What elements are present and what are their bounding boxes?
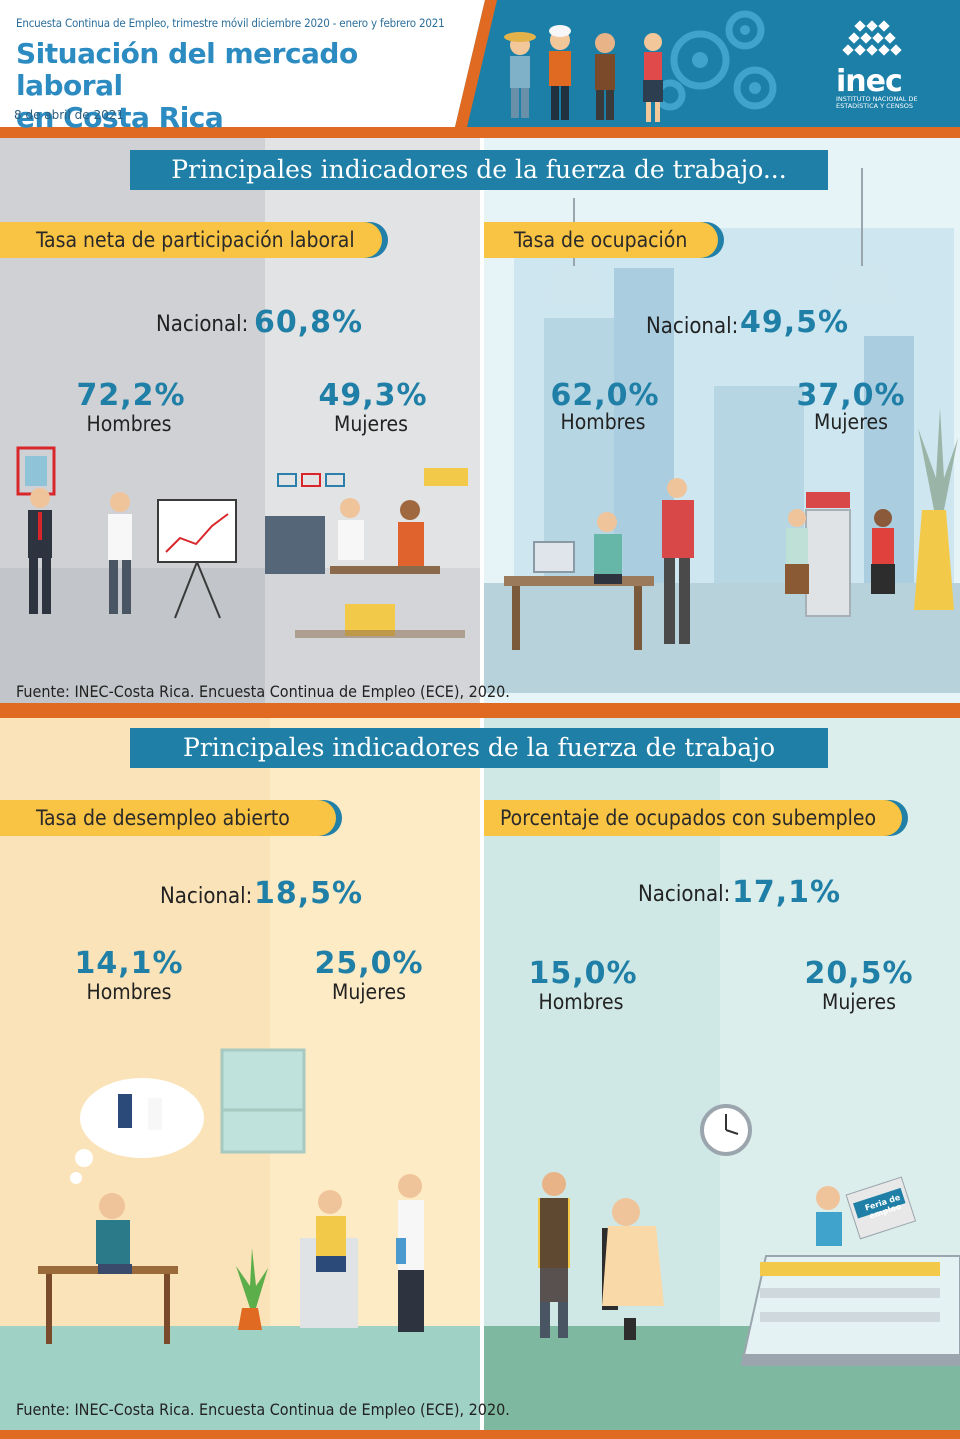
section-divider [0,703,960,718]
occupation-title: Tasa de ocupación [484,222,718,258]
unemployed-people-illustration [0,718,480,1430]
occupation-men-value: 62,0% [550,378,660,413]
panel-divider [480,138,484,703]
footer-accent-bar [0,1430,960,1439]
occupation-women-value: 37,0% [796,378,906,413]
occupation-national-value: 49,5% [740,305,850,340]
unemployment-men-value: 14,1% [74,946,184,981]
feria-de-empleo-sign [845,1176,917,1240]
panel-divider [480,718,484,1430]
unemployment-national-value: 18,5% [254,876,364,911]
inec-logo-text: inec [836,64,903,99]
unemployment-men-label: Hombres [86,980,172,1004]
source-note-bottom: Fuente: INEC-Costa Rica. Encuesta Contin… [16,1400,510,1419]
participation-men-value: 72,2% [76,378,186,413]
unemployment-national-label: Nacional: [160,884,253,909]
unemployment-women-label: Mujeres [332,980,406,1004]
occupation-women-label: Mujeres [814,410,888,434]
source-note-top: Fuente: INEC-Costa Rica. Encuesta Contin… [16,682,510,701]
participation-title: Tasa neta de participación laboral [0,222,382,258]
header-accent-bar [0,127,960,138]
underemployment-men-label: Hombres [538,990,624,1014]
underemployment-panel: Feria de empleo [484,718,960,1430]
underemployment-women-value: 20,5% [804,956,914,991]
underemployment-national-label: Nacional: [638,882,731,907]
occupation-national-label: Nacional: [646,314,739,339]
participation-national-label: Nacional: [156,312,249,337]
unemployment-panel [0,718,480,1430]
participation-women-label: Mujeres [334,412,408,436]
inec-logo-subtitle: INSTITUTO NACIONAL DE ESTADÍSTICA Y CENS… [836,95,918,110]
underemployed-workers-illustration [484,718,960,1430]
unemployment-women-value: 25,0% [314,946,424,981]
page-title-line-1: Situación del mercado laboral [16,37,358,102]
page-title-line-2: en Costa Rica [16,101,224,134]
participation-national-value: 60,8% [254,305,364,340]
unemployment-title: Tasa de desempleo abierto [0,800,336,836]
underemployment-title: Porcentaje de ocupados con subempleo [484,800,902,836]
publication-date: 8 de abril de 2021 [14,108,125,122]
office-workers-illustration [484,168,960,693]
page-title: Situación del mercado laboral en Costa R… [16,38,446,134]
survey-description: Encuesta Continua de Empleo, trimestre m… [16,16,445,30]
underemployment-women-label: Mujeres [822,990,896,1014]
header-illustration [455,0,960,127]
participation-women-value: 49,3% [318,378,428,413]
underemployment-national-value: 17,1% [732,875,842,910]
inec-logo-icon [842,20,902,56]
occupation-panel [484,138,960,703]
underemployment-men-value: 15,0% [528,956,638,991]
section-banner-bottom: Principales indicadores de la fuerza de … [130,728,828,768]
section-banner-top: Principales indicadores de la fuerza de … [130,150,828,190]
participation-men-label: Hombres [86,412,172,436]
occupation-men-label: Hombres [560,410,646,434]
